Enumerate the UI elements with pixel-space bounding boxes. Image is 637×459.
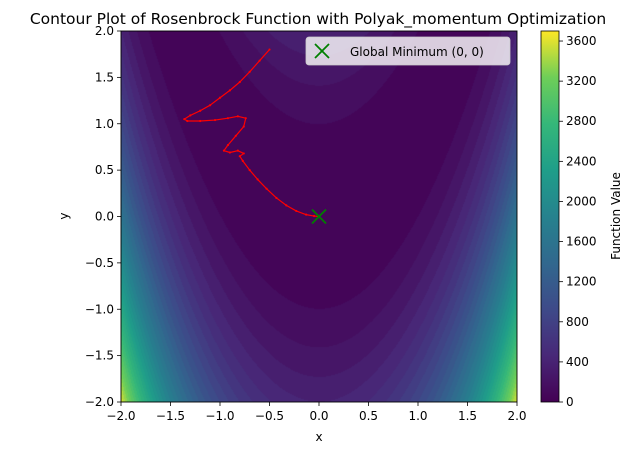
path-point [241,159,244,162]
path-point [242,125,245,128]
path-point [222,149,226,152]
colorbar-tick-label: 3200 [566,74,597,88]
path-point [242,152,245,155]
x-tick-label: −2.0 [106,409,135,423]
colorbar-tick-label: 2800 [566,114,597,128]
y-tick-label: 1.0 [95,117,114,131]
path-point [244,117,247,120]
path-point [213,118,217,122]
path-point [285,204,288,207]
x-tick-label: −0.5 [255,409,284,423]
colorbar-label: Function Value [609,172,623,260]
x-tick-label: 0.5 [359,409,378,423]
plot-area [120,30,518,403]
path-point [226,117,230,120]
colorbar-tick-label: 1600 [566,235,597,249]
path-point [248,169,251,172]
y-tick-label: −1.0 [85,302,114,316]
x-tick-label: −1.0 [205,409,234,423]
path-point [236,149,239,152]
global-minimum-marker [311,208,327,225]
colorbar-tick-label: 2000 [566,194,597,208]
path-line [183,49,320,218]
path-point [199,119,202,123]
y-tick-label: −2.0 [85,395,114,409]
colorbar-tick-label: 2400 [566,154,597,168]
chart-title: Contour Plot of Rosenbrock Function with… [30,10,606,29]
path-point [186,119,189,123]
path-point [265,187,268,190]
legend-entry-global-minimum: Global Minimum (0, 0) [350,45,484,59]
y-tick-label: 2.0 [95,24,114,38]
y-tick-label: 1.5 [95,70,114,84]
colorbar: 0 400 800 1200 1600 2000 2400 2800 3200 3600 Func… [540,30,623,409]
path-point [268,48,271,51]
path-point [256,178,259,181]
y-tick-label: −0.5 [85,256,114,270]
path-point [209,104,212,107]
global-minimum-x-stroke [311,208,327,225]
path-point [248,70,251,73]
path-point [199,109,202,112]
y-tick-label: −1.5 [85,349,114,363]
path-point [275,196,278,200]
colorbar-tick-label: 400 [566,355,589,369]
legend-x-marker-icon [314,43,330,59]
x-tick-label: 0.0 [309,409,328,423]
path-point [189,114,192,117]
path-point [228,89,231,92]
x-axis-label: x [315,430,322,444]
colorbar-tick-label: 0 [566,395,574,409]
path-point [305,213,308,216]
path-point [312,214,316,218]
x-axis: −2.0 −1.5 −1.0 −0.5 0.0 0.5 1.0 1.5 2.0 [106,402,527,423]
legend: Global Minimum (0, 0) [305,36,511,66]
y-tick-label: 0.5 [95,163,114,177]
y-axis-label: y [57,212,71,219]
path-point [238,155,241,158]
path-point [218,96,222,99]
colorbar-ticks: 0 400 800 1200 1600 2000 2400 2800 3200 3600 [559,34,597,409]
path-point [183,118,186,121]
colorbar-gradient [541,31,559,402]
path-point [236,115,239,118]
x-tick-label: 1.0 [408,409,427,423]
path-point [226,143,230,147]
path-point [238,80,241,84]
x-tick-label: −1.5 [156,409,185,423]
x-tick-label: 2.0 [507,409,526,423]
y-axis: −2.0 −1.5 −1.0 −0.5 0.0 0.5 1.0 1.5 2.0 [85,24,121,409]
y-tick-label: 0.0 [95,210,114,224]
colorbar-tick-label: 3600 [566,34,597,48]
path-point [228,151,231,154]
colorbar-tick-label: 1200 [566,275,597,289]
path-point [258,59,261,62]
colorbar-tick-label: 800 [566,315,589,329]
path-point [234,134,237,137]
path-point [295,209,298,213]
colorbar-frame [540,30,560,403]
x-tick-label: 1.5 [458,409,477,423]
legend-box [305,36,511,66]
